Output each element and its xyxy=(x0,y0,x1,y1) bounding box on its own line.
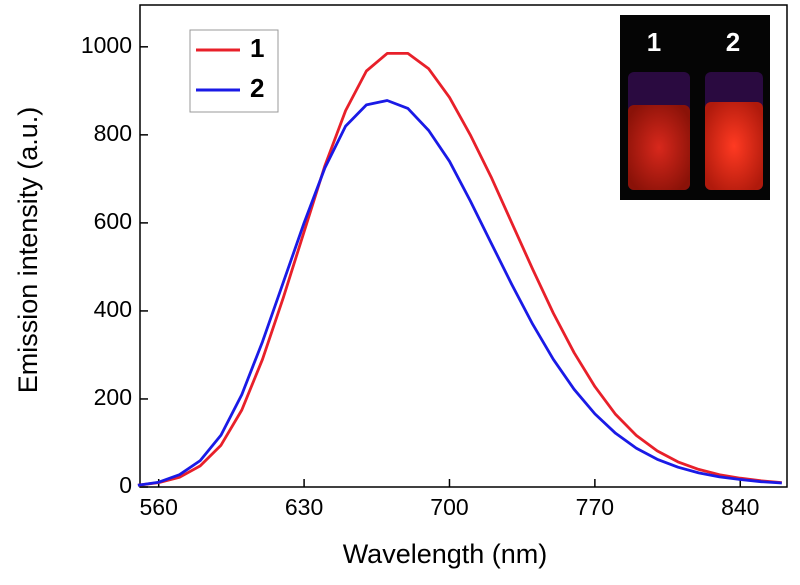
y-axis-label: Emission intensity (a.u.) xyxy=(13,107,43,394)
x-tick-label: 700 xyxy=(430,494,468,520)
legend-box xyxy=(189,29,279,113)
x-tick-label: 560 xyxy=(140,494,178,520)
y-tick-label: 600 xyxy=(94,208,132,234)
y-tick-label: 800 xyxy=(94,120,132,146)
vial-solution xyxy=(628,105,690,190)
x-axis-label: Wavelength (nm) xyxy=(343,539,548,569)
vial-solution xyxy=(705,102,763,190)
x-tick-label: 630 xyxy=(285,494,323,520)
inset-label: 1 xyxy=(647,27,661,57)
x-tick-label: 770 xyxy=(576,494,614,520)
legend-label: 2 xyxy=(250,73,264,103)
plot-frame xyxy=(139,4,788,488)
line xyxy=(137,52,782,487)
line xyxy=(137,99,782,487)
legend-label: 1 xyxy=(250,33,264,63)
y-tick-label: 0 xyxy=(119,472,132,498)
inset-photo: 1 2 xyxy=(620,15,770,200)
inset-label: 2 xyxy=(726,27,740,57)
y-tick-label: 1000 xyxy=(81,32,132,58)
x-tick-label: 840 xyxy=(721,494,759,520)
y-tick-label: 400 xyxy=(94,296,132,322)
y-tick-label: 200 xyxy=(94,384,132,410)
